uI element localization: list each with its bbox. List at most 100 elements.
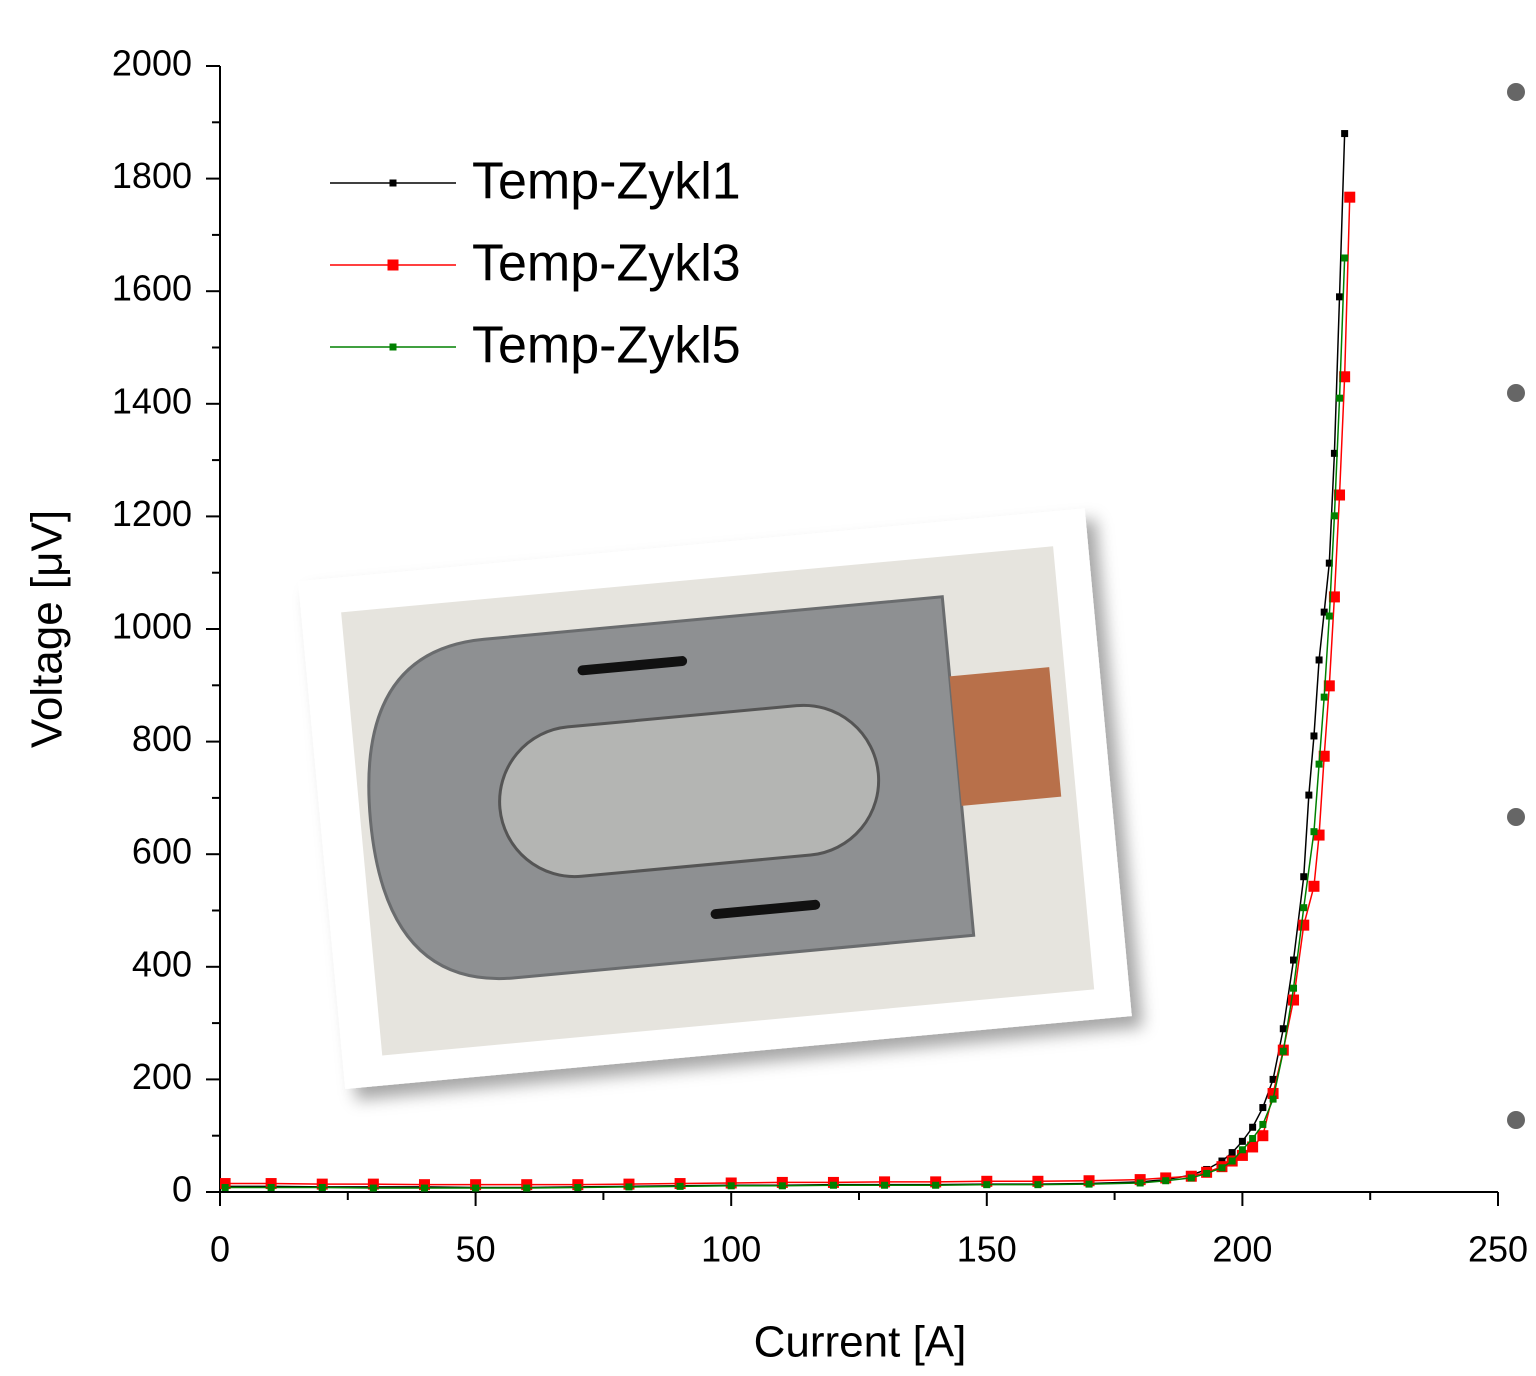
y-tick-label: 1800 — [112, 155, 192, 196]
series-marker — [1330, 512, 1338, 520]
series-marker — [1136, 1179, 1144, 1187]
series-marker — [1334, 489, 1346, 501]
photo-copper — [949, 667, 1062, 806]
y-tick-label: 400 — [132, 943, 192, 984]
series-marker — [778, 1182, 786, 1190]
series-marker — [1269, 1095, 1277, 1103]
series-marker — [1305, 791, 1313, 799]
series-marker — [1325, 559, 1333, 567]
x-tick-label: 100 — [701, 1229, 761, 1270]
series-marker — [1323, 680, 1335, 692]
photo-insert — [498, 703, 881, 879]
series-marker — [983, 1181, 991, 1189]
inset-photo — [298, 508, 1132, 1090]
series-marker — [1315, 656, 1323, 664]
series-marker — [1341, 254, 1349, 262]
x-tick-label: 0 — [210, 1229, 230, 1270]
series-marker — [1259, 1120, 1267, 1128]
series-marker — [1236, 1149, 1248, 1161]
y-axis-label: Voltage [μV] — [23, 510, 72, 748]
series-marker — [420, 1184, 428, 1192]
legend-marker — [389, 343, 397, 351]
series-marker — [523, 1184, 531, 1192]
legend-marker — [387, 259, 399, 271]
series-marker — [1325, 612, 1333, 620]
series-marker — [1336, 394, 1344, 402]
series-marker — [1315, 760, 1323, 768]
series-marker — [1308, 880, 1320, 892]
series-marker — [1318, 750, 1330, 762]
series-marker — [1313, 829, 1325, 841]
series-marker — [220, 1178, 231, 1190]
series-marker — [1269, 1075, 1277, 1083]
y-tick-label: 1600 — [112, 268, 192, 309]
series-marker — [1288, 994, 1300, 1006]
series-marker — [318, 1183, 326, 1191]
series-marker — [369, 1184, 377, 1192]
series-marker — [1187, 1174, 1195, 1182]
y-tick-label: 600 — [132, 831, 192, 872]
series-marker — [221, 1183, 229, 1191]
series-marker — [1344, 191, 1356, 203]
series-marker — [932, 1181, 940, 1189]
series-marker — [1320, 693, 1328, 701]
series-marker — [1298, 919, 1310, 931]
y-tick-label: 800 — [132, 718, 192, 759]
x-tick-label: 250 — [1468, 1229, 1528, 1270]
legend-label: Temp-Zykl1 — [472, 153, 741, 211]
series-marker — [1218, 1164, 1226, 1172]
series-marker — [1162, 1177, 1170, 1185]
series-marker — [1279, 1047, 1287, 1055]
series-marker — [472, 1184, 480, 1192]
photo-slot — [577, 656, 688, 676]
series-marker — [1257, 1130, 1269, 1142]
series-marker — [1290, 956, 1298, 964]
series-marker — [574, 1183, 582, 1191]
series-line — [225, 257, 1346, 1189]
series-marker — [1330, 449, 1338, 457]
series-marker — [1320, 608, 1328, 616]
y-tick-label: 2000 — [112, 43, 192, 84]
photo-slot — [710, 899, 821, 920]
series-marker — [1341, 130, 1349, 138]
x-axis-label: Current [A] — [754, 1318, 967, 1367]
series-marker — [265, 1178, 277, 1190]
series-marker — [1267, 1087, 1279, 1099]
series-marker — [1259, 1104, 1267, 1112]
series-marker — [1247, 1141, 1259, 1153]
series-marker — [1300, 873, 1308, 881]
series-marker — [727, 1182, 735, 1190]
y-tick-label: 1200 — [112, 493, 192, 534]
series-marker — [1328, 591, 1340, 603]
bullet — [1507, 83, 1525, 101]
y-tick-label: 200 — [132, 1056, 192, 1097]
bullet — [1507, 808, 1525, 826]
series-marker — [1290, 984, 1298, 992]
series-marker — [1034, 1181, 1042, 1189]
series-marker — [1218, 1157, 1226, 1165]
series-marker — [1238, 1146, 1246, 1154]
series-marker — [829, 1181, 837, 1189]
series-marker — [1339, 371, 1351, 383]
x-tick-label: 200 — [1212, 1229, 1272, 1270]
x-tick-label: 50 — [456, 1229, 496, 1270]
bullet — [1507, 384, 1525, 402]
series-marker — [881, 1181, 889, 1189]
x-tick-label: 150 — [957, 1229, 1017, 1270]
series-marker — [1336, 293, 1344, 301]
legend-label: Temp-Zykl5 — [472, 317, 741, 375]
bullet — [1507, 1111, 1525, 1129]
series-marker — [1228, 1149, 1236, 1157]
series-marker — [367, 1178, 379, 1190]
series-marker — [1310, 732, 1318, 740]
series-marker — [1249, 1123, 1257, 1131]
series-marker — [1203, 1169, 1211, 1177]
y-tick-label: 1400 — [112, 380, 192, 421]
series-marker — [625, 1183, 633, 1191]
y-tick-label: 0 — [172, 1169, 192, 1210]
plot-area — [220, 130, 1356, 1192]
series-marker — [1310, 828, 1318, 836]
legend-label: Temp-Zykl3 — [472, 235, 741, 293]
series-marker — [267, 1183, 275, 1191]
